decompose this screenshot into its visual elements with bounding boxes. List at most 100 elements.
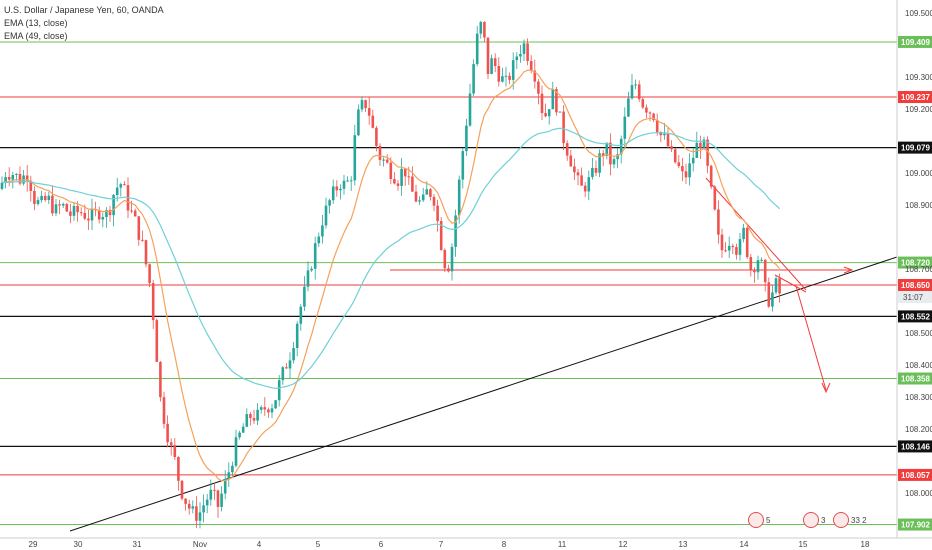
candle-body (583, 185, 587, 192)
price-levels: 109.409 109.237 109.079 108.720 108.650 108.5… (0, 35, 932, 531)
candle-body (486, 37, 490, 74)
candle-body (479, 21, 483, 34)
candle-body (187, 503, 191, 509)
candle-body (627, 98, 630, 117)
candle-body (209, 489, 213, 500)
price-tick-label: 108.700 (905, 265, 932, 274)
event-badge-2[interactable]: 3 (803, 512, 825, 528)
candle-body (709, 165, 713, 187)
candle-body (727, 245, 731, 251)
flag-icon (803, 512, 819, 528)
candle-body (310, 268, 313, 271)
candle-body (501, 76, 504, 82)
time-tick-label: 6 (379, 540, 384, 549)
candle-body (25, 175, 29, 181)
candle-body (447, 268, 450, 272)
time-axis[interactable]: 29 30 31 Nov 4 5 6 7 8 11 12 13 14 15 18 (0, 537, 932, 549)
level-tag-label: 108.720 (901, 259, 930, 268)
candle-body (90, 208, 94, 221)
candle-body (634, 84, 637, 86)
level-tag-label: 108.358 (901, 375, 930, 384)
candle-body (457, 179, 461, 216)
candle-body (717, 209, 720, 235)
candle-body (659, 132, 663, 136)
ema-lines (1, 69, 781, 482)
candle-body (407, 176, 411, 178)
candle-body (580, 175, 583, 186)
candle-body (504, 75, 508, 77)
candle-body (529, 60, 533, 71)
level-tag (898, 141, 932, 154)
countdown-label: 31:07 (903, 293, 924, 302)
level-tag (898, 310, 932, 323)
candle-body (141, 239, 144, 241)
candle-body (245, 414, 249, 427)
price-axis[interactable]: 109.500 109.300 109.200 109.000 108.900 108.7… (896, 0, 932, 550)
candle-body (745, 227, 749, 258)
candle-body (324, 205, 328, 226)
candle-body (144, 240, 148, 265)
candle-body (159, 361, 162, 398)
candle-body (115, 187, 119, 196)
candle-body (439, 221, 443, 250)
candle-body (101, 217, 105, 220)
candle-body (526, 43, 529, 61)
ema13-legend[interactable]: EMA (13, close) (4, 18, 68, 28)
projection-leg-1 (774, 274, 807, 293)
candle-body (335, 186, 339, 191)
event-badge-1[interactable]: 5 (748, 512, 770, 528)
candle-body (652, 113, 655, 121)
candle-body (375, 127, 378, 146)
candle-body (436, 205, 439, 222)
candle-body (537, 81, 540, 94)
time-tick-label: 7 (439, 540, 444, 549)
candle-body (508, 75, 511, 80)
time-tick-label: 15 (799, 540, 808, 549)
candle-body (425, 189, 429, 195)
candle-body (72, 205, 76, 216)
candle-body (339, 188, 342, 191)
candle-body (223, 478, 227, 494)
candle-body (663, 133, 666, 136)
candle-body (630, 85, 634, 99)
candle-body (252, 418, 256, 421)
candle-body (598, 153, 601, 173)
candle-body (367, 108, 371, 116)
ema49-legend[interactable]: EMA (49, close) (4, 31, 68, 41)
candle-body (655, 120, 659, 133)
candle-body (83, 212, 87, 219)
candle-body (213, 489, 216, 491)
price-tick-label: 109.000 (905, 169, 932, 178)
candle-body (522, 43, 526, 54)
candle-body (735, 247, 738, 255)
candle-body (130, 210, 133, 212)
level-tag-label: 109.079 (901, 144, 930, 153)
candle-body (328, 200, 331, 206)
candle-body (515, 56, 519, 61)
level-tag-label: 109.409 (901, 38, 930, 47)
candle-body (749, 257, 753, 270)
candle-body (547, 109, 551, 117)
symbol-title[interactable]: U.S. Dollar / Japanese Yen, 60, OANDA (4, 5, 164, 15)
candle-body (137, 216, 141, 240)
price-tick-label: 109.300 (905, 73, 932, 82)
candle-body (43, 195, 47, 201)
candle-body (587, 177, 591, 192)
candle-body (555, 89, 558, 113)
candle-body (360, 100, 364, 110)
candle-body (544, 113, 547, 117)
projection-arrowhead (821, 382, 831, 394)
event-badge-3[interactable]: 33 2 (833, 512, 867, 528)
candle-body (738, 239, 742, 255)
candle-body (519, 53, 522, 57)
candle-body (465, 125, 468, 152)
candle-body (605, 142, 609, 156)
candle-body (155, 320, 159, 362)
candle-body (277, 380, 281, 401)
time-tick-label: 18 (861, 540, 870, 549)
price-tick-label: 108.300 (905, 393, 932, 402)
rising-trendline (69, 256, 898, 532)
candle-body (346, 180, 349, 182)
